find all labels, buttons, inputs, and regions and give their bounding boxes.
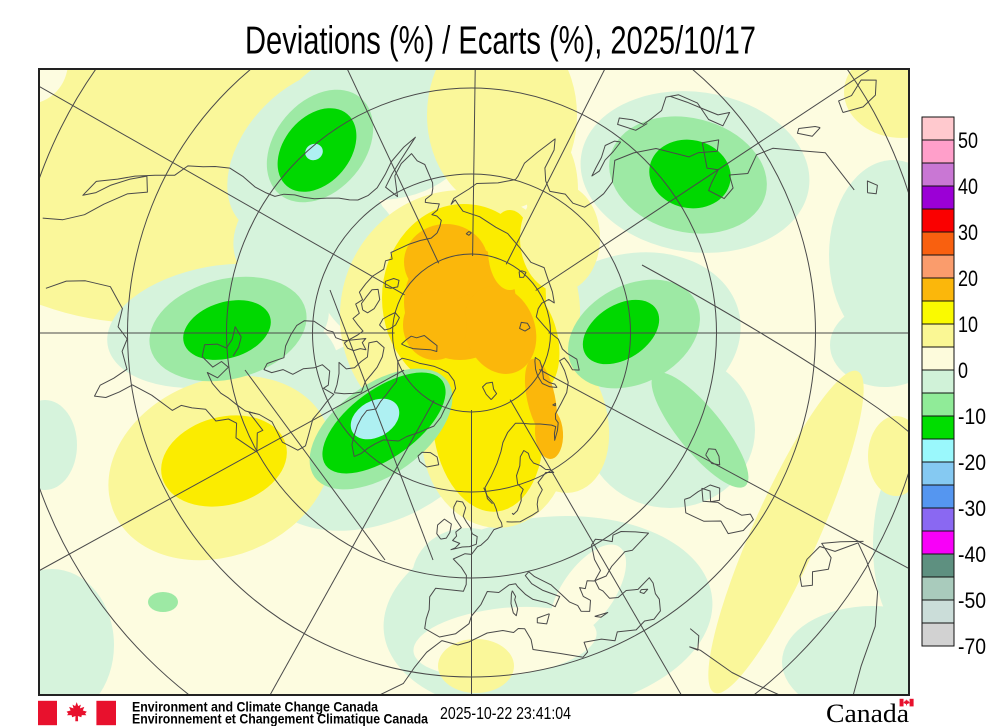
svg-text:0: 0 xyxy=(958,358,968,383)
svg-text:2025-10-22 23:41:04: 2025-10-22 23:41:04 xyxy=(440,703,571,723)
svg-text:Deviations (%) / Ecarts (%), 2: Deviations (%) / Ecarts (%), 2025/10/17 xyxy=(245,20,756,63)
svg-text:-50: -50 xyxy=(958,588,986,613)
svg-text:Environnement et Changement Cl: Environnement et Changement Climatique C… xyxy=(132,712,428,726)
svg-text:-30: -30 xyxy=(958,496,986,521)
svg-text:50: 50 xyxy=(958,128,978,153)
svg-text:-20: -20 xyxy=(958,450,986,475)
svg-text:40: 40 xyxy=(958,174,978,199)
svg-text:20: 20 xyxy=(958,266,978,291)
svg-text:Canada: Canada xyxy=(826,699,909,726)
svg-text:Environment and Climate Change: Environment and Climate Change Canada xyxy=(132,700,379,715)
svg-text:10: 10 xyxy=(958,312,978,337)
svg-text:-10: -10 xyxy=(958,404,986,429)
svg-text:-40: -40 xyxy=(958,542,986,567)
svg-text:-70: -70 xyxy=(958,634,986,659)
svg-text:30: 30 xyxy=(958,220,978,245)
